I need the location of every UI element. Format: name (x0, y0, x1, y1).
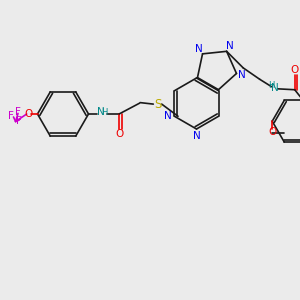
Text: O: O (25, 109, 33, 119)
Text: N: N (238, 70, 246, 80)
Text: F: F (16, 116, 22, 127)
Text: N: N (97, 106, 104, 117)
Text: N: N (164, 111, 172, 121)
Text: N: N (226, 41, 233, 51)
Text: N: N (271, 83, 278, 93)
Text: F: F (15, 106, 21, 117)
Text: F: F (8, 111, 14, 122)
Text: O: O (115, 129, 123, 139)
Text: H: H (268, 81, 274, 90)
Text: H: H (101, 108, 107, 117)
Text: N: N (195, 44, 203, 54)
Text: S: S (154, 98, 161, 111)
Text: O: O (268, 127, 276, 137)
Text: O: O (291, 64, 299, 75)
Text: N: N (193, 130, 200, 141)
